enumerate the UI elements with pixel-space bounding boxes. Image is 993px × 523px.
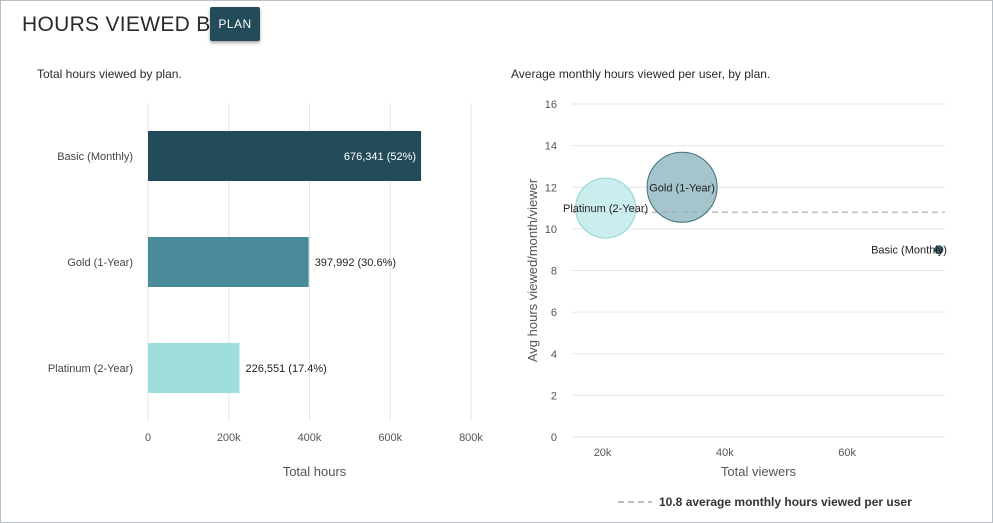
bubble-y-tick-label: 6 (551, 307, 557, 319)
bar-category-label: Basic (Monthly) (57, 151, 133, 163)
bar-data-label: 226,551 (17.4%) (245, 363, 326, 375)
bubble-points (575, 151, 944, 255)
bar-x-tick-label: 200k (217, 432, 241, 444)
bubble-chart-title: Average monthly hours viewed per user, b… (511, 67, 771, 81)
bar-data-label: 676,341 (52%) (344, 151, 416, 163)
bubble-data-label: Platinum (2-Year) (563, 203, 648, 215)
bubble-x-tick-label: 40k (716, 447, 734, 459)
bubble-y-tick-label: 2 (551, 390, 557, 402)
bubble-y-tick-label: 0 (551, 432, 557, 444)
plan-dimension-button[interactable]: PLAN (210, 7, 260, 41)
bar-category-label: Platinum (2-Year) (48, 363, 133, 375)
legend-label: 10.8 average monthly hours viewed per us… (659, 495, 912, 509)
bar-2 (148, 237, 309, 287)
bubble-2 (646, 151, 718, 223)
bubble-x-tick-label: 60k (838, 447, 856, 459)
bubble-y-tick-label: 14 (545, 141, 557, 153)
bubble-1 (575, 177, 637, 239)
bar-chart-title: Total hours viewed by plan. (37, 67, 182, 81)
bar-3 (148, 343, 240, 393)
bar-data-label: 397,992 (30.6%) (315, 257, 396, 269)
bubble-data-label: Gold (1-Year) (649, 182, 715, 194)
bar-x-axis-title: Total hours (283, 464, 347, 479)
bubble-y-tick-label: 16 (545, 99, 557, 111)
bubble-y-axis-title: Avg hours viewed/month/viewer (525, 178, 540, 362)
bar-x-tick-label: 800k (459, 432, 483, 444)
bubble-y-tick-label: 10 (545, 224, 557, 236)
bar-category-label: Gold (1-Year) (67, 257, 133, 269)
bubble-y-tick-label: 4 (551, 349, 557, 361)
bar-x-tick-label: 400k (298, 432, 322, 444)
bar-1 (148, 131, 422, 181)
bar-x-tick-label: 0 (145, 432, 151, 444)
bubble-x-axis-title: Total viewers (721, 464, 797, 479)
page-title: HOURS VIEWED BY (22, 13, 225, 36)
bar-x-tick-label: 600k (378, 432, 402, 444)
bubble-3 (934, 245, 944, 255)
bubble-x-tick-label: 20k (594, 447, 612, 459)
bubble-data-label: Basic (Monthly) (871, 245, 947, 257)
bubble-y-tick-label: 12 (545, 182, 557, 194)
bubble-y-tick-label: 8 (551, 266, 557, 278)
